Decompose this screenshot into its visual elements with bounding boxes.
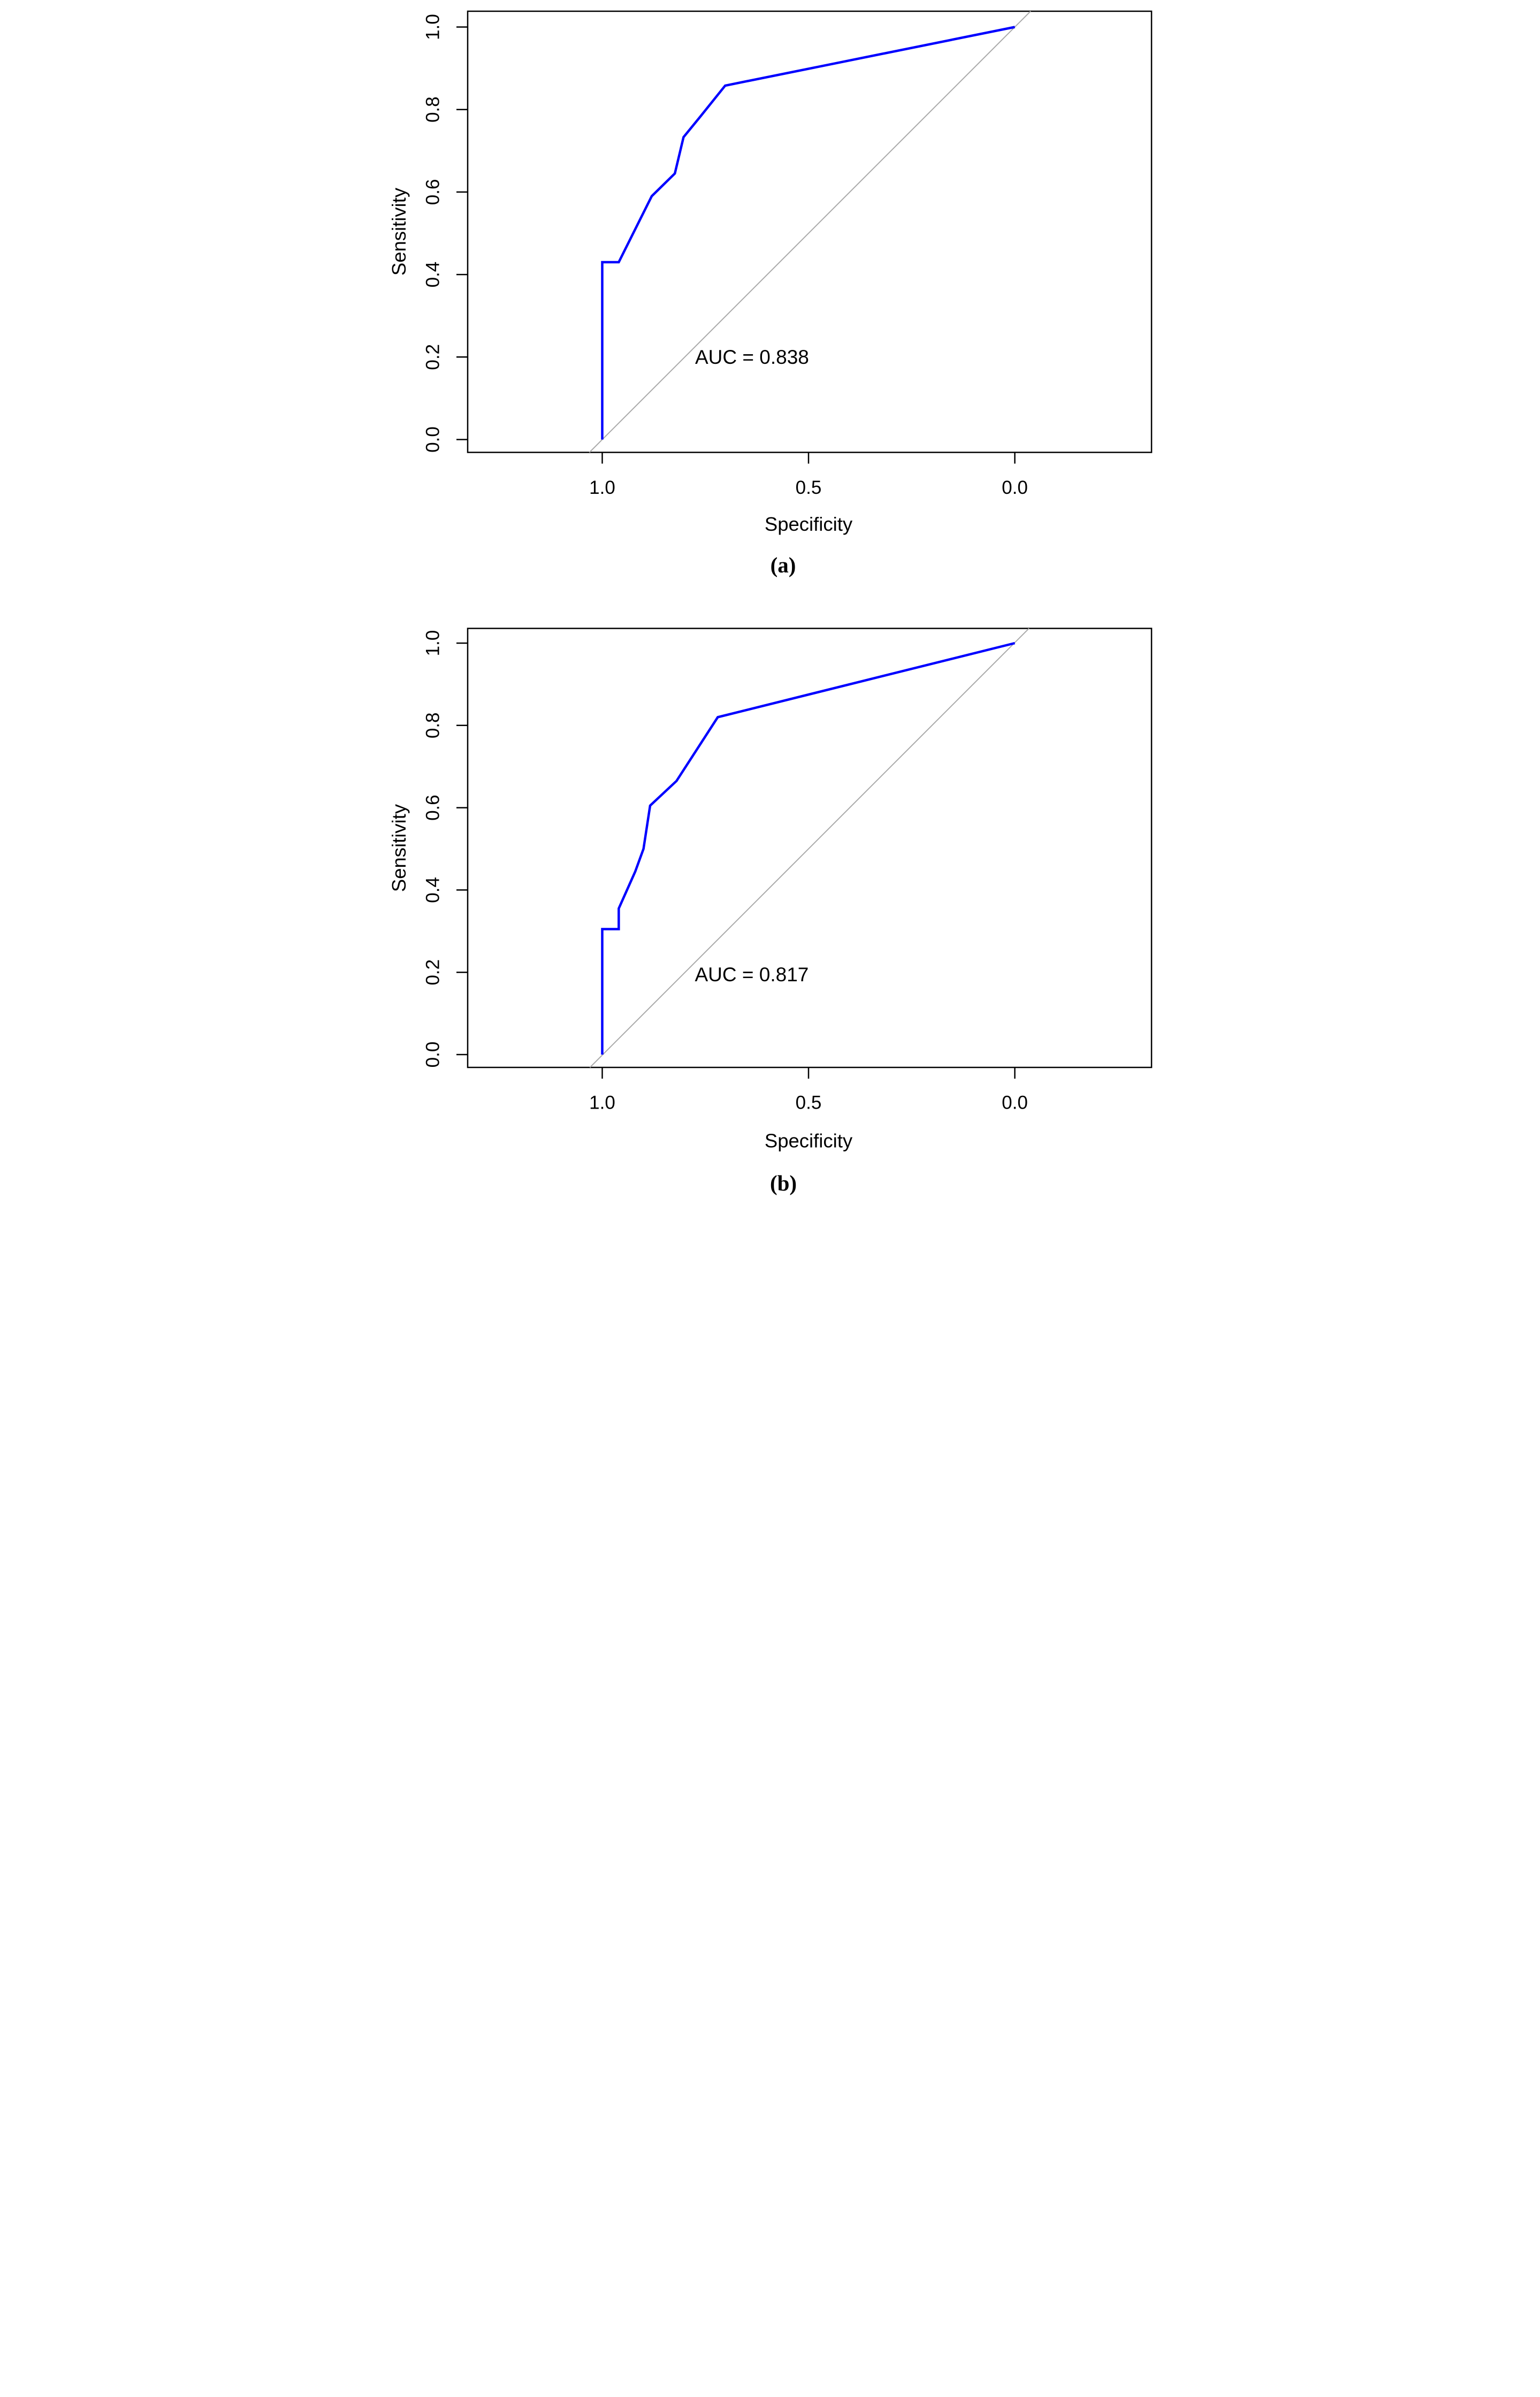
x-tick-label: 0.5 [795,477,821,498]
roc-curve [600,642,1015,1055]
y-tick-label: 0.2 [422,959,443,986]
plot-box [467,628,1152,1068]
y-tick-label: 0.0 [422,426,443,453]
y-tick-label: 1.0 [422,630,443,656]
y-tick-label: 0.0 [422,1042,443,1068]
chance-diagonal-line [589,628,1030,1068]
x-tick-label: 1.0 [589,477,615,498]
y-tick-label: 0.6 [422,179,443,205]
roc-curve [600,26,1015,440]
y-tick-label: 0.6 [422,795,443,821]
y-tick-label: 0.8 [422,96,443,123]
y-tick-label: 0.4 [422,262,443,288]
panel-caption-a: (a) [770,553,796,577]
roc-plot-roc-a: 1.0 0.5 0.0 0.0 0.2 0.4 0.6 0.8 1.0 [422,10,1152,498]
roc-figure-canvas: 1.0 0.5 0.0 0.0 0.2 0.4 0.6 0.8 1.0 1.0 0.5 0.0 0.0 0… [388,10,1152,1195]
roc-plot-roc-b: 1.0 0.5 0.0 0.0 0.2 0.4 0.6 0.8 1.0 [422,628,1152,1113]
panel-caption-b: (b) [769,1171,796,1195]
x-tick-label: 0.5 [795,1092,821,1113]
x-tick-label: 0.0 [1002,1092,1028,1113]
x-tick-label: 0.0 [1002,477,1028,498]
y-tick-label: 0.8 [422,712,443,738]
x-axis-title-a: Specificity [764,513,852,535]
plots-group: 1.0 0.5 0.0 0.0 0.2 0.4 0.6 0.8 1.0 1.0 0.5 0.0 0.0 0… [422,10,1152,1113]
y-tick-label: 1.0 [422,14,443,40]
y-tick-label: 0.4 [422,877,443,903]
auc-label-a: AUC = 0.838 [695,346,809,368]
auc-label-b: AUC = 0.817 [695,964,809,986]
y-axis-title-b: Sensitivity [388,804,410,892]
x-tick-label: 1.0 [589,1092,615,1113]
y-axis-title-a: Sensitivity [388,187,410,276]
plot-box [467,10,1152,453]
y-tick-label: 0.2 [422,344,443,370]
x-axis-title-b: Specificity [764,1130,852,1152]
chance-diagonal-line [589,11,1031,453]
figure-two-roc-curves: 1.0 0.5 0.0 0.0 0.2 0.4 0.6 0.8 1.0 1.0 0.5 0.0 0.0 0… [385,0,1155,1198]
